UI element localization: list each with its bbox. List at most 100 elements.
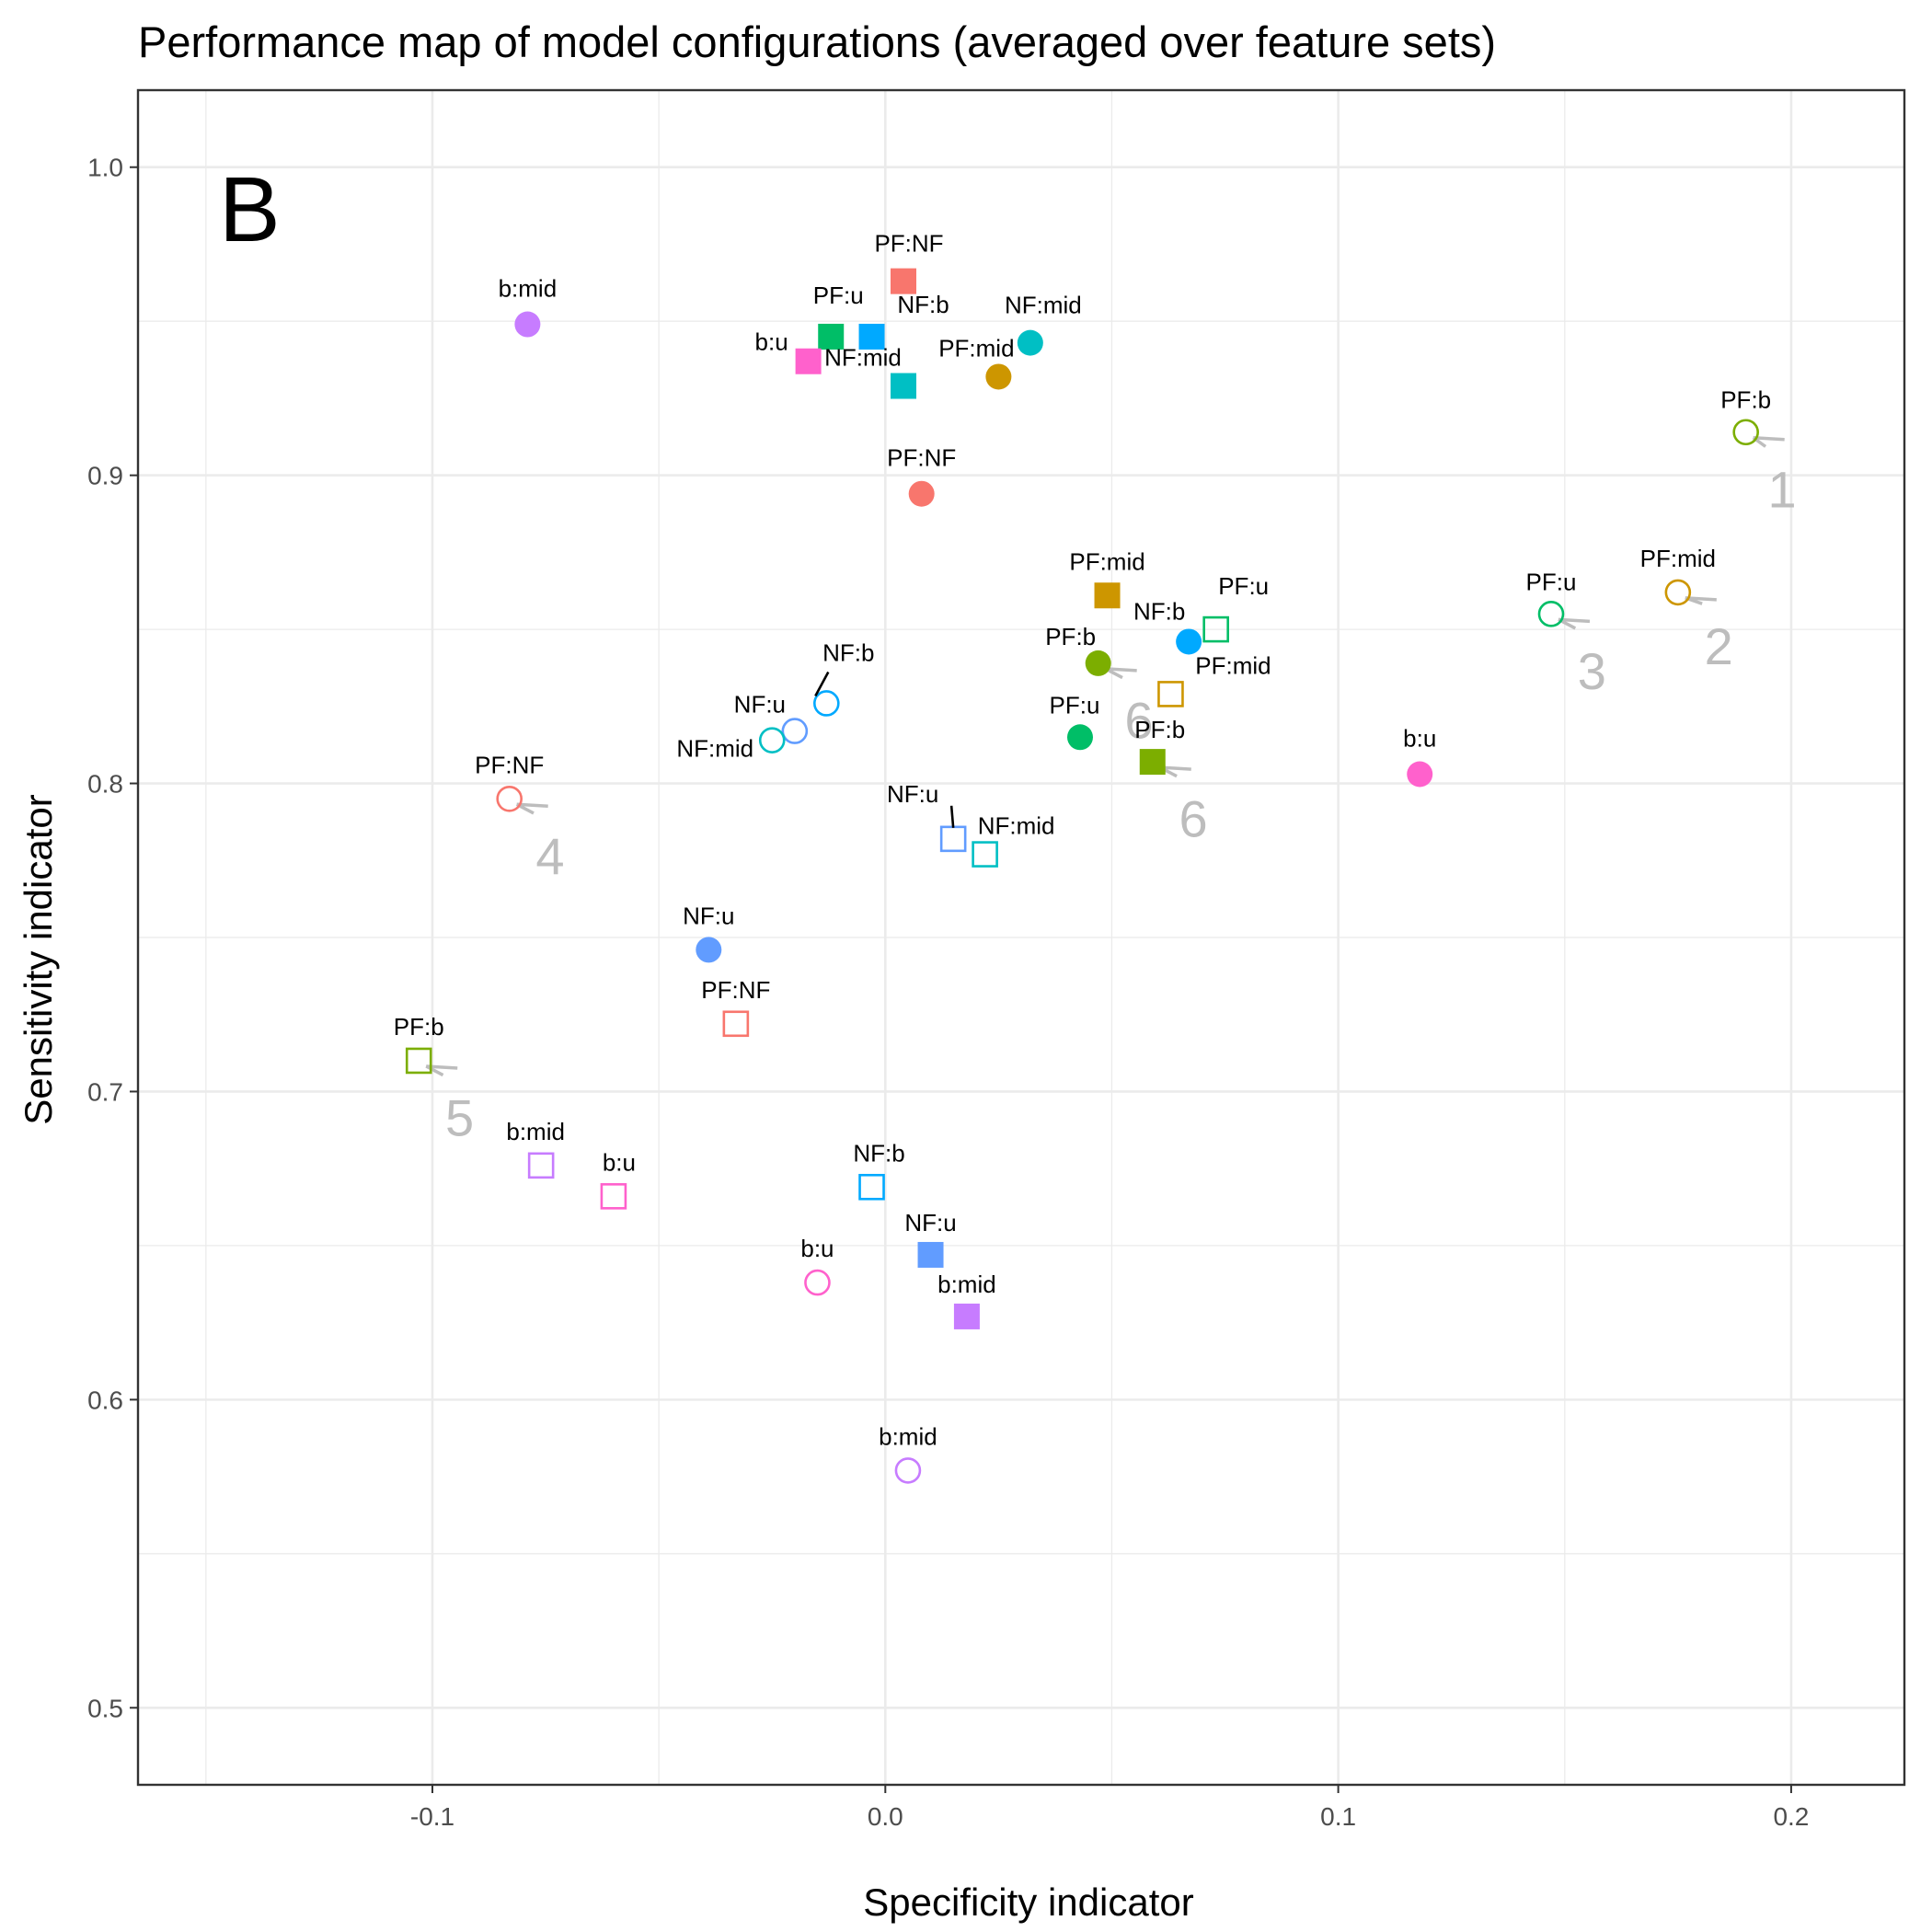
point-label-pf-mid: PF:mid — [938, 334, 1014, 362]
point-open-circle-pf-nf — [496, 785, 523, 812]
point-label-pf-nf: PF:NF — [475, 751, 544, 778]
point-filled-square-nf-b — [858, 323, 885, 350]
annotation-arrow — [516, 802, 548, 809]
point-filled-circle-pf-u — [1067, 724, 1093, 751]
point-label-nf-u: NF:u — [683, 902, 734, 929]
point-label-b-mid: b:mid — [937, 1271, 996, 1298]
point-open-circle-pf-b — [1732, 419, 1759, 446]
point-open-circle-b-u — [804, 1269, 831, 1296]
point-label-nf-mid: NF:mid — [978, 812, 1055, 840]
annotations: 1 2 3 4 5 66 — [425, 436, 1797, 1147]
point-label-pf-mid: PF:mid — [1195, 651, 1271, 679]
x-axis-title: Specificity indicator — [863, 1880, 1193, 1924]
point-label-pf-u: PF:u — [813, 282, 864, 309]
point-label-nf-u: NF:u — [734, 691, 786, 719]
x-tick-label: 0.0 — [868, 1802, 903, 1831]
point-label-nf-b: NF:b — [853, 1139, 904, 1167]
x-tick-label: -0.1 — [410, 1802, 454, 1831]
point-filled-square-pf-mid — [1094, 582, 1121, 609]
point-label-b-mid: b:mid — [879, 1422, 937, 1450]
data-points — [405, 268, 1759, 1484]
label-leader-line — [949, 805, 955, 828]
point-label-pf-mid: PF:mid — [1640, 545, 1716, 572]
panel-letter: B — [219, 158, 281, 261]
point-label-pf-mid: PF:mid — [1069, 547, 1144, 575]
x-tick-label: 0.2 — [1773, 1802, 1809, 1831]
grid-lines — [138, 90, 1904, 1785]
point-open-square-nf-mid — [972, 841, 998, 868]
point-filled-square-nf-u — [917, 1241, 944, 1268]
point-label-pf-u: PF:u — [1218, 572, 1269, 600]
point-filled-circle-nf-u — [696, 937, 722, 963]
axis-ticks: -0.1 0.0 0.1 0.2 0.5 0.6 0.7 0.8 0.9 1.0 — [87, 154, 1809, 1831]
annotation-number: 2 — [1705, 617, 1733, 675]
point-open-circle-pf-u — [1537, 601, 1565, 627]
point-filled-circle-pf-nf — [908, 480, 935, 507]
point-label-pf-u: PF:u — [1050, 691, 1100, 719]
annotation-number: 5 — [445, 1089, 474, 1147]
point-label-pf-nf: PF:NF — [701, 976, 770, 1004]
point-filled-square-pf-b — [1139, 749, 1166, 776]
point-open-square-pf-nf — [722, 1010, 750, 1038]
point-filled-square-nf-mid — [891, 373, 916, 399]
point-label-pf-nf: PF:NF — [874, 230, 943, 258]
point-open-square-b-mid — [527, 1152, 555, 1179]
point-filled-square-b-u — [795, 348, 822, 374]
point-label-pf-b: PF:b — [1134, 716, 1185, 743]
point-open-circle-b-mid — [894, 1457, 922, 1484]
point-open-square-b-u — [600, 1183, 627, 1210]
y-tick-label: 0.9 — [87, 462, 123, 490]
point-label-nf-mid: NF:mid — [1005, 292, 1082, 319]
point-label-b-mid: b:mid — [499, 275, 558, 303]
y-tick-label: 1.0 — [87, 154, 123, 182]
point-label-nf-b: NF:b — [897, 291, 949, 318]
point-filled-square-pf-nf — [891, 268, 916, 294]
annotation-arrow — [1753, 436, 1785, 442]
point-label-nf-b: NF:b — [1133, 597, 1185, 625]
point-labels: b:mid PF:NF NF:mid PF:mid PF:b NF:b PF:u b:u NF:… — [394, 230, 1771, 1451]
point-label-nf-b: NF:b — [822, 638, 874, 666]
label-leader-line — [814, 671, 830, 697]
point-open-square-pf-b — [405, 1047, 432, 1075]
point-label-b-u: b:u — [755, 328, 788, 356]
point-label-pf-b: PF:b — [1720, 386, 1771, 414]
annotation-arrow — [1105, 667, 1137, 673]
point-label-pf-b: PF:b — [394, 1013, 444, 1041]
point-label-pf-u: PF:u — [1526, 568, 1577, 595]
point-filled-circle-nf-mid — [1017, 329, 1043, 356]
point-label-b-u: b:u — [800, 1235, 834, 1262]
point-label-pf-b: PF:b — [1045, 623, 1096, 650]
y-tick-label: 0.7 — [87, 1077, 123, 1106]
point-open-circle-nf-mid — [758, 727, 786, 753]
point-open-square-pf-mid — [1157, 681, 1184, 707]
y-axis-title: Sensitivity indicator — [17, 794, 60, 1124]
point-open-square-nf-b — [858, 1173, 885, 1201]
annotation-number: 1 — [1767, 460, 1796, 518]
point-open-circle-nf-b — [813, 690, 840, 717]
point-label-nf-u: NF:u — [904, 1209, 956, 1236]
point-open-circle-nf-u — [781, 718, 809, 744]
annotation-number: 3 — [1578, 642, 1606, 700]
x-tick-label: 0.1 — [1320, 1802, 1356, 1831]
point-label-nf-mid: NF:mid — [824, 344, 902, 372]
point-label-b-mid: b:mid — [506, 1118, 565, 1145]
point-filled-circle-b-mid — [514, 311, 541, 338]
point-label-b-u: b:u — [1403, 724, 1436, 752]
point-filled-circle-b-u — [1407, 761, 1433, 788]
point-label-nf-mid: NF:mid — [676, 735, 753, 763]
point-label-b-u: b:u — [603, 1148, 636, 1176]
annotation-number: 4 — [535, 827, 564, 885]
point-open-circle-pf-mid — [1664, 579, 1692, 606]
point-label-nf-u: NF:u — [887, 780, 938, 808]
annotation-number: 6 — [1124, 692, 1153, 750]
point-filled-square-pf-u — [818, 323, 845, 350]
point-filled-circle-pf-mid — [985, 363, 1012, 390]
y-tick-label: 0.5 — [87, 1694, 123, 1722]
chart-title: Performance map of model configurations … — [138, 17, 1496, 66]
y-tick-label: 0.8 — [87, 770, 123, 799]
point-open-square-pf-u — [1202, 615, 1229, 643]
annotation-arrow — [1558, 617, 1591, 624]
y-tick-label: 0.6 — [87, 1386, 123, 1414]
point-filled-circle-nf-b — [1176, 628, 1202, 655]
